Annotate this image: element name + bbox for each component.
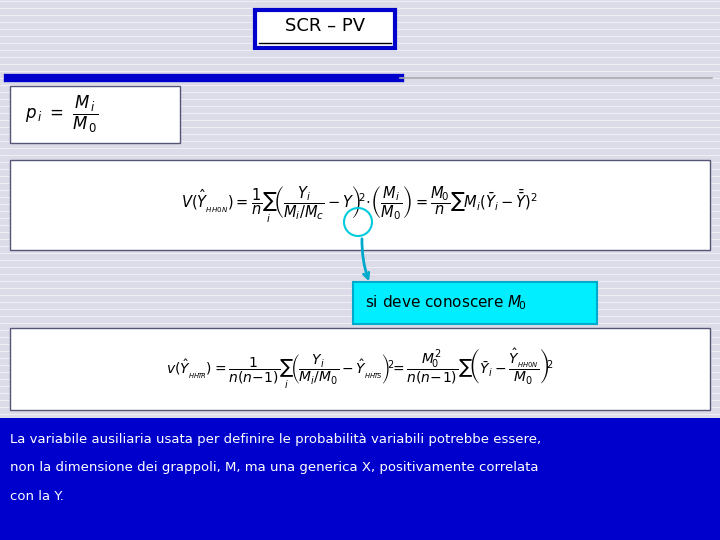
FancyBboxPatch shape: [10, 160, 710, 250]
FancyBboxPatch shape: [10, 86, 180, 143]
Bar: [0, 418, 720, 540]
Text: La variabile ausiliaria usata per definire le probabilità variabili potrebbe ess: La variabile ausiliaria usata per defini…: [10, 434, 541, 447]
FancyBboxPatch shape: [255, 10, 395, 48]
Text: con la Y.: con la Y.: [10, 489, 64, 503]
FancyBboxPatch shape: [353, 282, 597, 324]
Text: $p_{\,i}\ =\ \dfrac{M_{\,i}}{M_{\,0}}$: $p_{\,i}\ =\ \dfrac{M_{\,i}}{M_{\,0}}$: [25, 94, 99, 135]
Text: si deve conoscere $M_{\!0}$: si deve conoscere $M_{\!0}$: [365, 294, 527, 312]
Text: $v(\hat{Y}_{_{HH\!T\!R}}) = \dfrac{1}{n(n\!-\!1)}\sum_{\!i}\!\left(\dfrac{Y_{i}}: $v(\hat{Y}_{_{HH\!T\!R}}) = \dfrac{1}{n(…: [166, 347, 554, 391]
Text: $V(\hat{Y}_{_{HH0N}}) = \dfrac{1}{n}\sum_{\!i}\!\left(\dfrac{Y_{i}}{M_i/M_c} - Y: $V(\hat{Y}_{_{HH0N}}) = \dfrac{1}{n}\sum…: [181, 185, 539, 225]
Text: SCR – PV: SCR – PV: [285, 17, 365, 35]
FancyBboxPatch shape: [10, 328, 710, 410]
Text: non la dimensione dei grappoli, M, ma una generica X, positivamente correlata: non la dimensione dei grappoli, M, ma un…: [10, 462, 539, 475]
